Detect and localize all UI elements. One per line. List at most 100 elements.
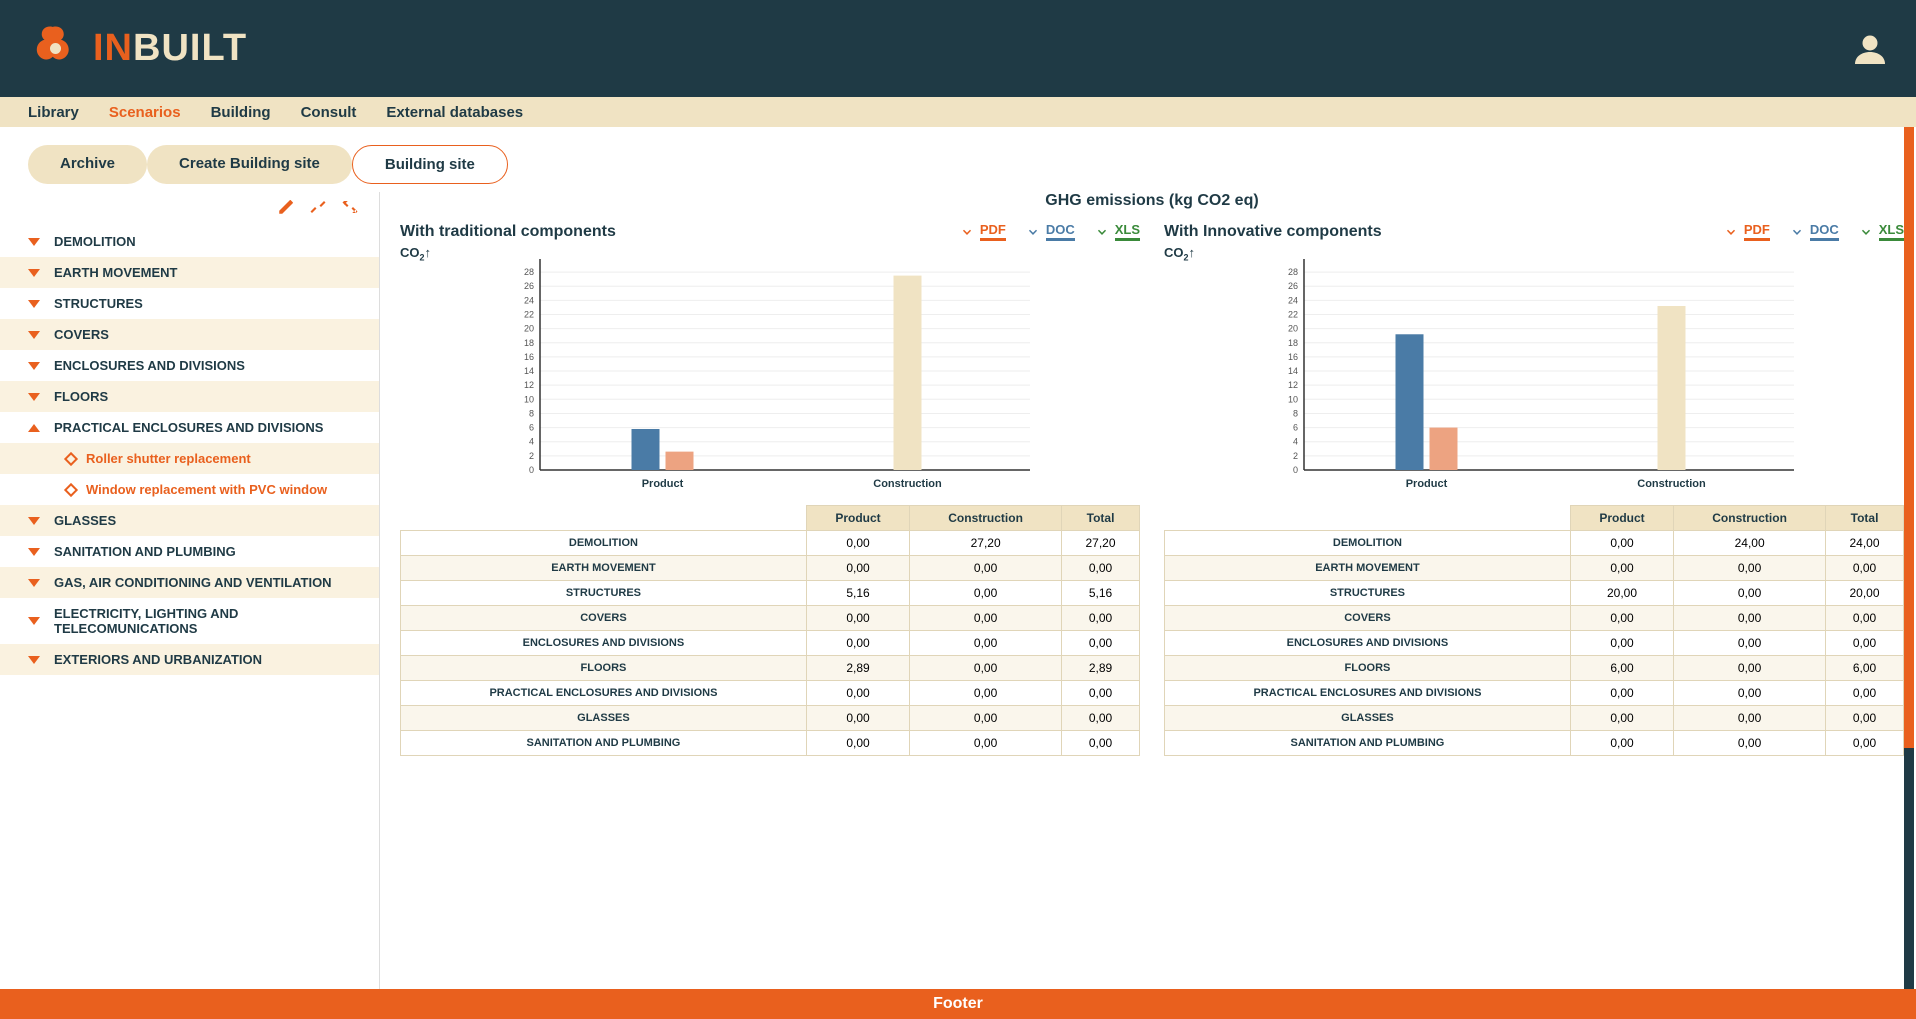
cell-value: 5,16: [806, 581, 909, 606]
cell-value: 6,00: [1570, 656, 1673, 681]
cell-value: 27,20: [910, 531, 1062, 556]
edit-icon[interactable]: [277, 198, 295, 216]
tree-item[interactable]: STRUCTURES: [0, 288, 379, 319]
tree-subitem[interactable]: Roller shutter replacement: [0, 443, 379, 474]
y-axis-label: CO2↑: [400, 245, 431, 263]
caret-down-icon: [28, 579, 40, 587]
tree-item[interactable]: SANITATION AND PLUMBING: [0, 536, 379, 567]
tree-item[interactable]: FLOORS: [0, 381, 379, 412]
cell-value: 20,00: [1570, 581, 1673, 606]
panel-header: With Innovative components PDF DOC XLS: [1164, 222, 1904, 241]
download-icon: [958, 223, 976, 241]
download-icon: [1788, 223, 1806, 241]
table-header: Total: [1826, 506, 1904, 531]
svg-text:Construction: Construction: [873, 478, 942, 490]
svg-text:28: 28: [524, 267, 534, 277]
tree-item-label: STRUCTURES: [54, 296, 143, 311]
logo-text: INBUILT: [93, 27, 247, 70]
main-content: GHG emissions (kg CO2 eq) With tradition…: [380, 192, 1916, 995]
cell-value: 0,00: [1570, 731, 1673, 756]
scrollbar-thumb[interactable]: [1904, 748, 1914, 989]
scrollbar-track[interactable]: [1904, 127, 1914, 989]
tree-item-label: GAS, AIR CONDITIONING AND VENTILATION: [54, 575, 332, 590]
chart: CO2↑0246810121416182022242628ProductCons…: [1164, 245, 1904, 495]
tree-item[interactable]: PRACTICAL ENCLOSURES AND DIVISIONS: [0, 412, 379, 443]
svg-text:20: 20: [524, 324, 534, 334]
export-xls-button[interactable]: XLS: [1857, 222, 1904, 241]
export-pdf-button[interactable]: PDF: [1722, 222, 1770, 241]
svg-text:6: 6: [1293, 423, 1298, 433]
tree-item-label: EARTH MOVEMENT: [54, 265, 178, 280]
table-header: Product: [806, 506, 909, 531]
tree-item[interactable]: GAS, AIR CONDITIONING AND VENTILATION: [0, 567, 379, 598]
tree-item[interactable]: ENCLOSURES AND DIVISIONS: [0, 350, 379, 381]
expand-icon[interactable]: [341, 198, 359, 216]
tab-archive[interactable]: Archive: [28, 145, 147, 184]
export-doc-button[interactable]: DOC: [1024, 222, 1075, 241]
row-label: COVERS: [1165, 606, 1571, 631]
cell-value: 2,89: [1062, 656, 1140, 681]
tree-item[interactable]: EXTERIORS AND URBANIZATION: [0, 644, 379, 675]
tree-item[interactable]: ELECTRICITY, LIGHTING AND TELECOMUNICATI…: [0, 598, 379, 644]
export-label: XLS: [1879, 222, 1904, 241]
table-row: DEMOLITION0,0024,0024,00: [1165, 531, 1904, 556]
tree-item-label: ENCLOSURES AND DIVISIONS: [54, 358, 245, 373]
tree-subitem[interactable]: Window replacement with PVC window: [0, 474, 379, 505]
nav-consult[interactable]: Consult: [301, 104, 357, 121]
table-row: ENCLOSURES AND DIVISIONS0,000,000,00: [1165, 631, 1904, 656]
tree-item[interactable]: GLASSES: [0, 505, 379, 536]
collapse-icon[interactable]: [309, 198, 327, 216]
cell-value: 0,00: [910, 556, 1062, 581]
nav-scenarios[interactable]: Scenarios: [109, 104, 181, 121]
logo[interactable]: INBUILT: [28, 21, 247, 76]
main-chart-title: GHG emissions (kg CO2 eq): [400, 192, 1904, 210]
cell-value: 0,00: [1570, 556, 1673, 581]
cell-value: 0,00: [910, 681, 1062, 706]
export-doc-button[interactable]: DOC: [1788, 222, 1839, 241]
row-label: EARTH MOVEMENT: [401, 556, 807, 581]
svg-text:16: 16: [1288, 352, 1298, 362]
nav-building[interactable]: Building: [211, 104, 271, 121]
category-sidebar: DEMOLITION EARTH MOVEMENT STRUCTURES COVERS…: [0, 192, 380, 995]
svg-text:Product: Product: [1406, 478, 1448, 490]
cell-value: 0,00: [1062, 606, 1140, 631]
table-row: GLASSES0,000,000,00: [401, 706, 1140, 731]
tabs-row: ArchiveCreate Building siteBuilding site: [0, 127, 1916, 192]
cell-value: 6,00: [1826, 656, 1904, 681]
cell-value: 0,00: [806, 606, 909, 631]
tab-building-site[interactable]: Building site: [352, 145, 508, 184]
panel-title: With Innovative components: [1164, 223, 1382, 241]
svg-text:28: 28: [1288, 267, 1298, 277]
row-label: STRUCTURES: [401, 581, 807, 606]
tree-subitem-label: Roller shutter replacement: [86, 451, 251, 466]
table-row: SANITATION AND PLUMBING0,000,000,00: [1165, 731, 1904, 756]
export-pdf-button[interactable]: PDF: [958, 222, 1006, 241]
table-row: EARTH MOVEMENT0,000,000,00: [1165, 556, 1904, 581]
cell-value: 24,00: [1826, 531, 1904, 556]
bar: [666, 452, 694, 470]
cell-value: 0,00: [1826, 706, 1904, 731]
export-xls-button[interactable]: XLS: [1093, 222, 1140, 241]
cell-value: 0,00: [806, 556, 909, 581]
table-row: PRACTICAL ENCLOSURES AND DIVISIONS0,000,…: [401, 681, 1140, 706]
svg-text:18: 18: [524, 338, 534, 348]
user-profile-icon[interactable]: [1852, 31, 1888, 67]
nav-external-databases[interactable]: External databases: [386, 104, 523, 121]
cell-value: 0,00: [1826, 681, 1904, 706]
bar: [1658, 306, 1686, 470]
cell-value: 0,00: [806, 531, 909, 556]
tree-item[interactable]: EARTH MOVEMENT: [0, 257, 379, 288]
svg-text:Product: Product: [642, 478, 684, 490]
svg-text:16: 16: [524, 352, 534, 362]
tab-create-building-site[interactable]: Create Building site: [147, 145, 352, 184]
row-label: PRACTICAL ENCLOSURES AND DIVISIONS: [1165, 681, 1571, 706]
tree-item-label: FLOORS: [54, 389, 108, 404]
caret-down-icon: [28, 238, 40, 246]
caret-down-icon: [28, 517, 40, 525]
tree-item[interactable]: DEMOLITION: [0, 226, 379, 257]
nav-library[interactable]: Library: [28, 104, 79, 121]
tree-item[interactable]: COVERS: [0, 319, 379, 350]
table-header: Construction: [1674, 506, 1826, 531]
caret-down-icon: [28, 656, 40, 664]
download-icon: [1857, 223, 1875, 241]
